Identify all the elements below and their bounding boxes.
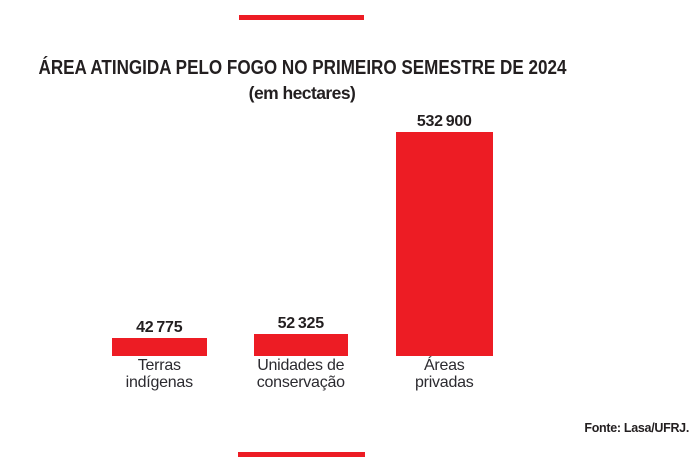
bottom-accent-rule xyxy=(238,452,365,457)
value-label: 52 325 xyxy=(277,314,324,332)
bar-group-terras-indigenas: 42 775 Terras indígenas xyxy=(112,0,207,467)
bar-terras-indigenas xyxy=(112,338,207,357)
chart-title: ÁREA ATINGIDA PELO FOGO NO PRIMEIRO SEME… xyxy=(38,56,566,79)
category-line-1: Terras xyxy=(137,357,181,375)
category-line-2: conservação xyxy=(256,373,345,391)
bar-unidades-de-conservacao xyxy=(254,334,348,357)
bar-group-areas-privadas: 532 900 Áreas privadas xyxy=(396,0,493,467)
value-label: 532 900 xyxy=(416,112,472,130)
top-accent-rule xyxy=(238,15,364,20)
category-label: Terras indígenas xyxy=(125,357,193,391)
category-line-2: indígenas xyxy=(125,373,193,391)
category-line-1: Unidades de xyxy=(257,357,345,375)
category-line-1: Áreas xyxy=(423,357,465,375)
value-label: 42 775 xyxy=(136,318,183,336)
bar-group-unidades-de-conservacao: 52 325 Unidades de conservação xyxy=(254,0,348,467)
chart-subtitle: (em hectares) xyxy=(248,82,356,103)
category-label: Áreas privadas xyxy=(415,357,474,391)
source-credit: Fonte: Lasa/UFRJ. xyxy=(584,421,689,436)
category-line-2: privadas xyxy=(415,373,474,391)
bar-areas-privadas xyxy=(396,132,493,357)
category-label: Unidades de conservação xyxy=(256,357,345,391)
